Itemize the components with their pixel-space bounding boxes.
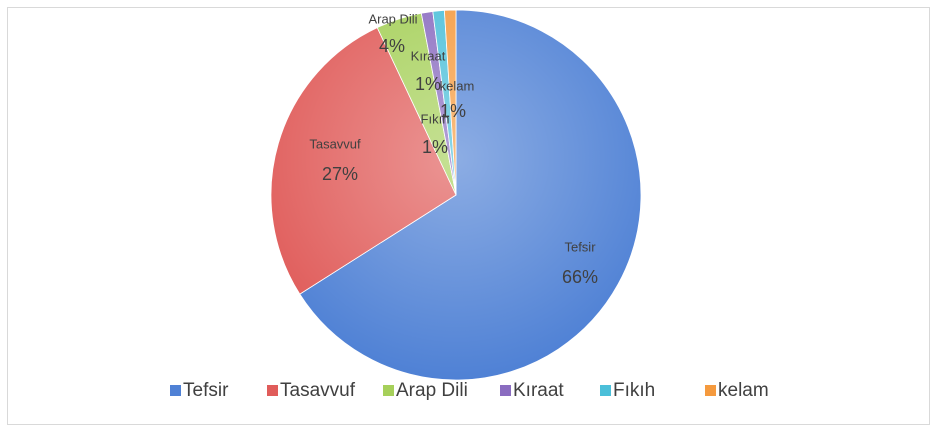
legend-label: Tefsir <box>183 380 229 401</box>
legend-swatch <box>600 385 611 396</box>
legend-label: Arap Dili <box>396 380 468 401</box>
data-label-name: Tasavvuf <box>309 136 361 151</box>
data-label-name: Tefsir <box>564 239 596 254</box>
data-label-name: Fıkıh <box>421 111 450 126</box>
data-label-value: 27% <box>322 164 358 184</box>
legend-swatch <box>170 385 181 396</box>
legend-swatch <box>383 385 394 396</box>
data-label-name: kelam <box>440 78 475 93</box>
legend-label: Fıkıh <box>613 380 655 401</box>
legend-label: kelam <box>718 380 769 401</box>
data-label-value: 1% <box>440 101 466 121</box>
data-label-name: Kıraat <box>411 48 446 63</box>
data-label-value: 1% <box>422 137 448 157</box>
legend-label: Kıraat <box>513 380 564 401</box>
legend-swatch <box>500 385 511 396</box>
legend-swatch <box>267 385 278 396</box>
data-label-name: Arap Dili <box>368 11 417 26</box>
legend-swatch <box>705 385 716 396</box>
data-label-value: 1% <box>415 74 441 94</box>
legend-label: Tasavvuf <box>280 380 356 401</box>
data-label-value: 4% <box>379 36 405 56</box>
data-label-value: 66% <box>562 267 598 287</box>
